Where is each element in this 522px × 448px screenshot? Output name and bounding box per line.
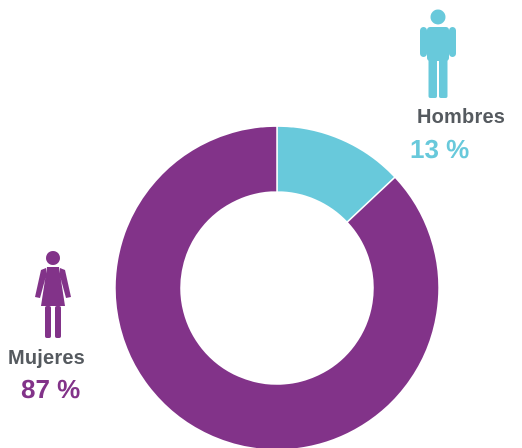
women-percent: 87 % bbox=[21, 374, 81, 404]
man-icon-shape bbox=[420, 9, 456, 98]
slice-mujeres bbox=[114, 125, 440, 448]
woman-icon-shape bbox=[35, 251, 71, 338]
women-label: Mujeres bbox=[8, 347, 85, 369]
men-label: Hombres bbox=[417, 106, 506, 128]
donut-slices bbox=[114, 125, 440, 448]
men-percent: 13 % bbox=[410, 134, 470, 164]
man-icon bbox=[420, 9, 456, 98]
woman-icon bbox=[35, 251, 71, 338]
